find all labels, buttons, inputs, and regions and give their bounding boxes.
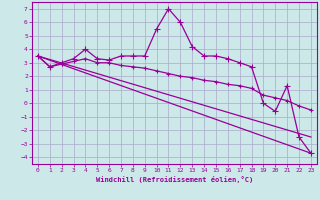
X-axis label: Windchill (Refroidissement éolien,°C): Windchill (Refroidissement éolien,°C) [96, 176, 253, 183]
